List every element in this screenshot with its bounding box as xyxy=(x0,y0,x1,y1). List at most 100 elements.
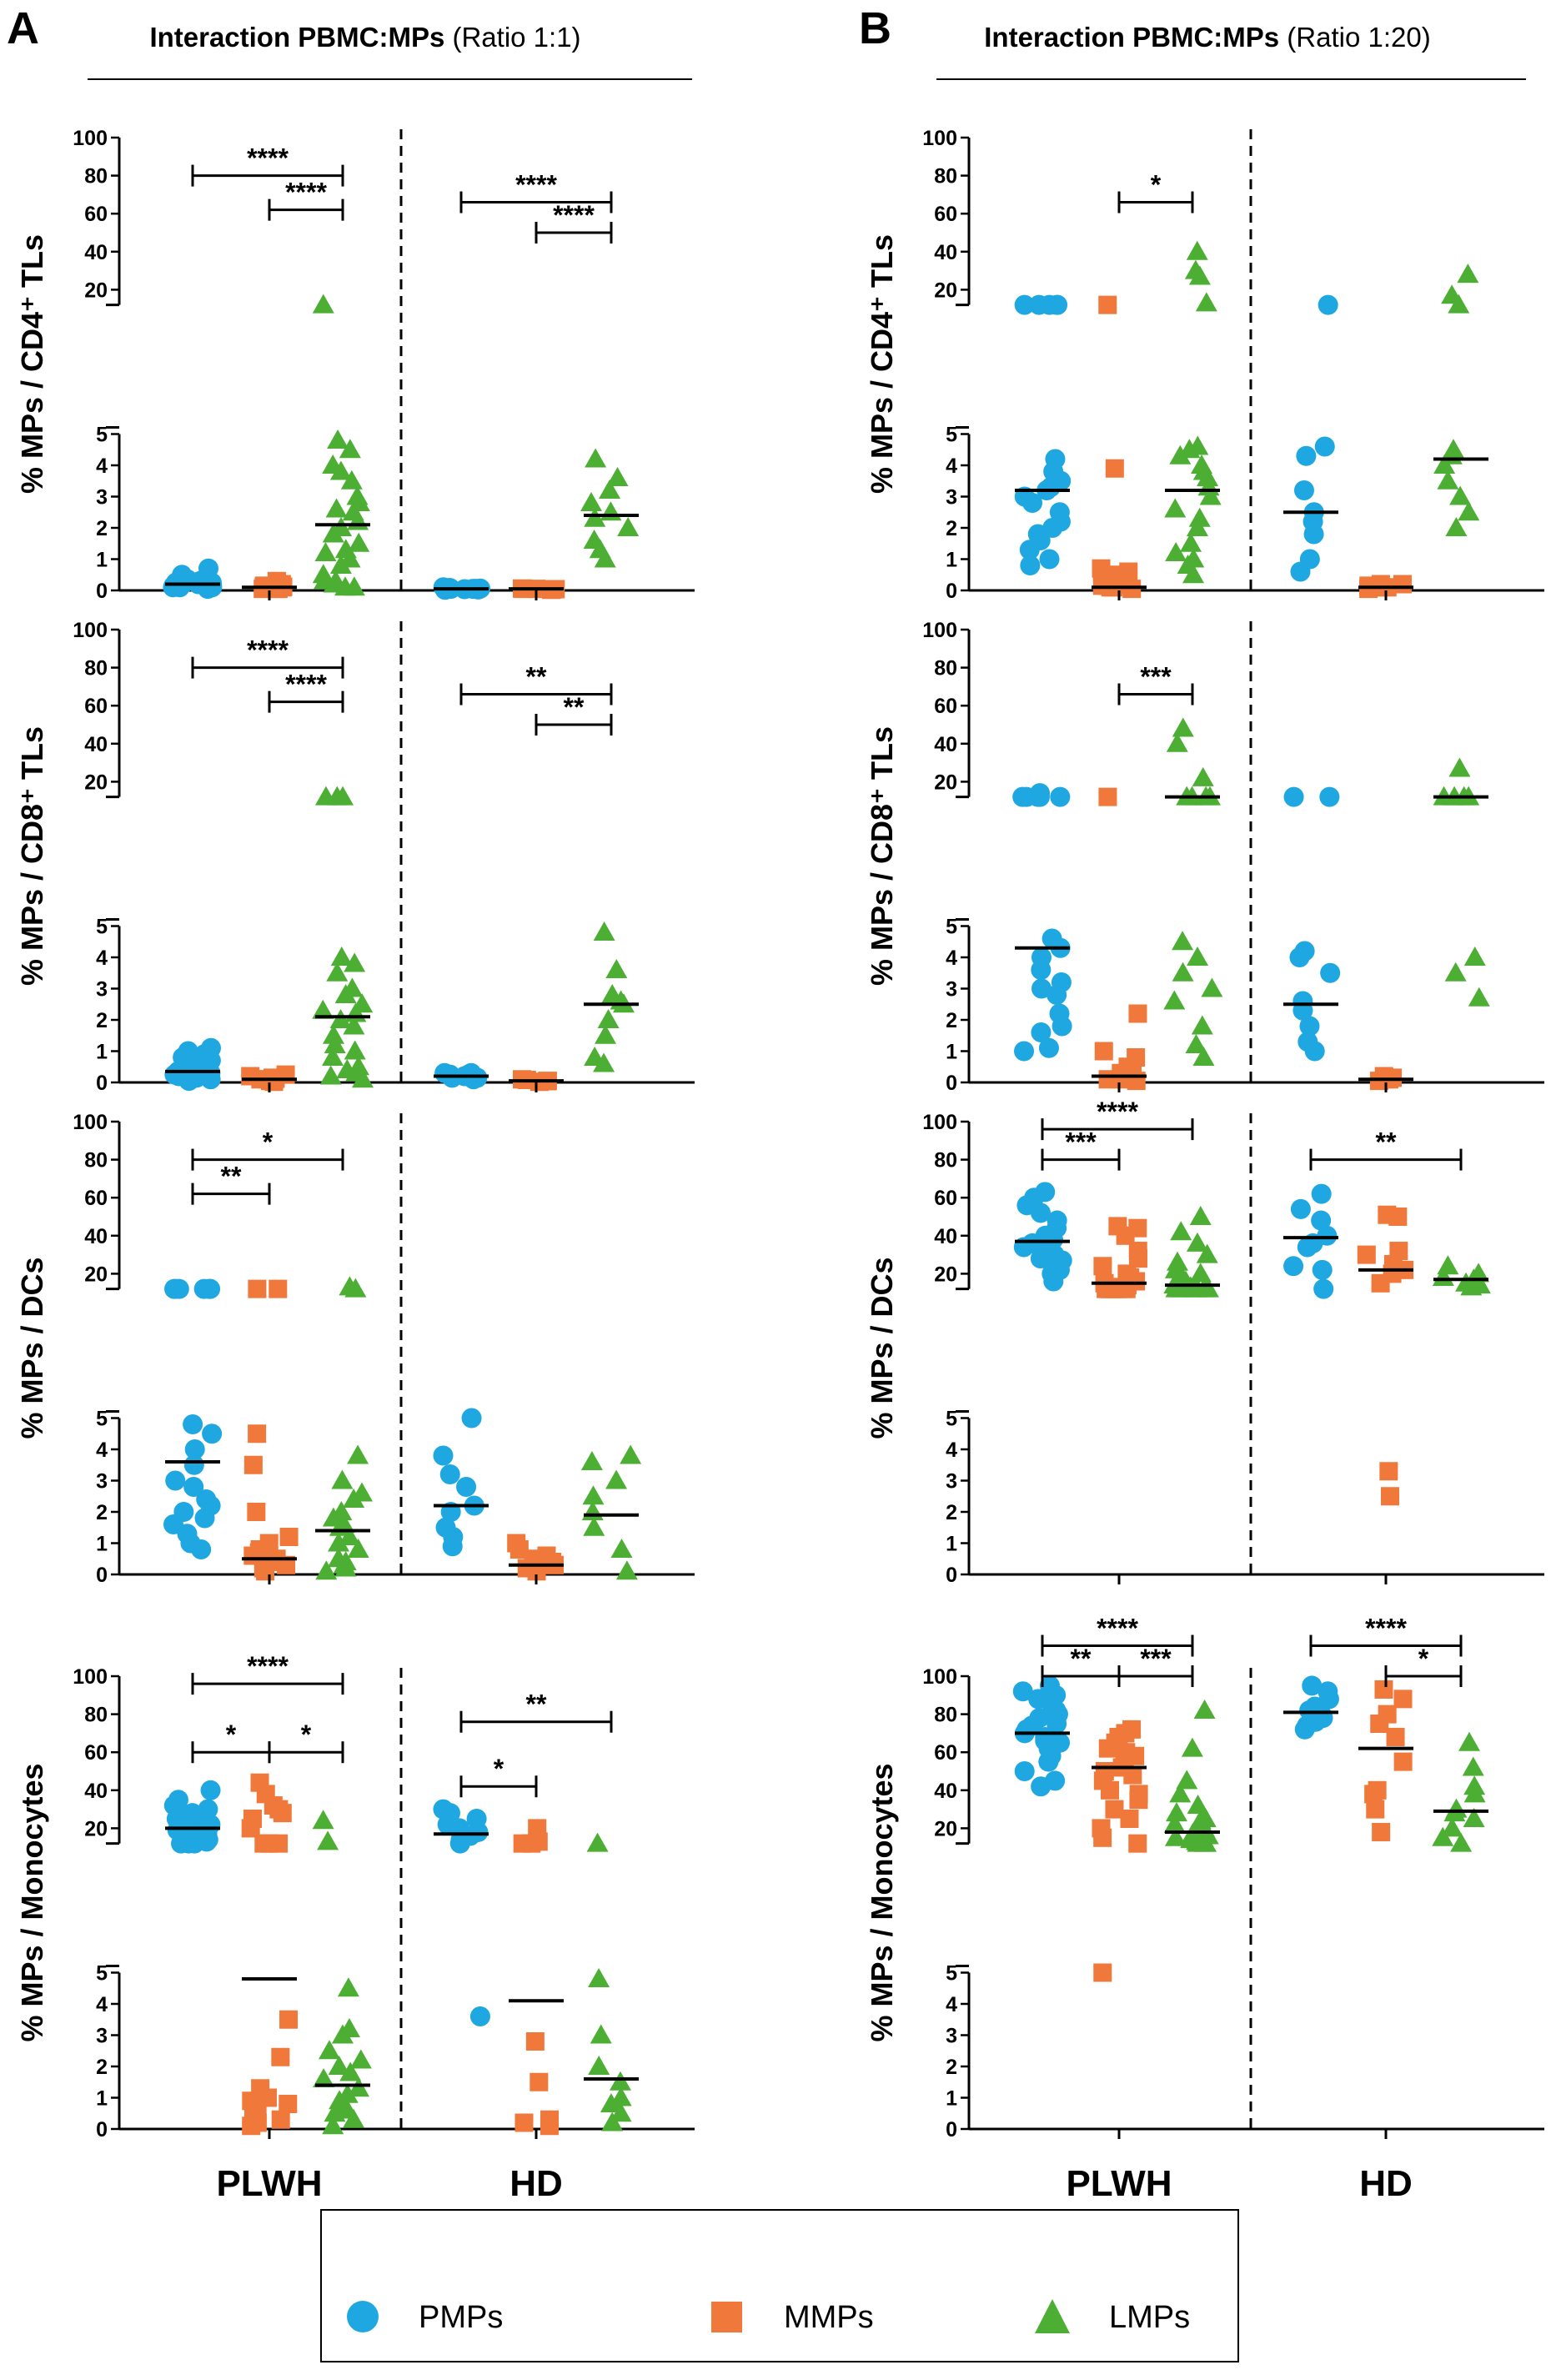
data-point-mmps-plwh xyxy=(271,2047,290,2066)
y-tick-label: 4 xyxy=(946,1993,957,2016)
data-point-mmps-hd xyxy=(528,1819,547,1838)
data-point-lmps-hd xyxy=(605,1469,628,1489)
data-point-mmps-plwh xyxy=(1095,1762,1114,1780)
data-point-mmps-hd xyxy=(1368,1780,1387,1800)
data-point-pmps-hd xyxy=(1283,1256,1304,1277)
y-tick-label: 3 xyxy=(96,1470,108,1494)
data-point-lmps-plwh xyxy=(1184,259,1207,279)
data-point-mmps-plwh xyxy=(1128,1004,1147,1023)
data-point-lmps-plwh xyxy=(1164,1826,1187,1846)
data-point-pmps-plwh xyxy=(173,1502,194,1522)
data-point-pmps-plwh xyxy=(1052,1250,1072,1271)
significance-label: ** xyxy=(564,692,585,722)
data-point-pmps-hd xyxy=(1302,1675,1323,1696)
y-tick-label: 0 xyxy=(96,1564,108,1587)
data-point-lmps-hd xyxy=(595,1024,617,1044)
x-group-label-plwh: PLWH xyxy=(216,2163,322,2204)
data-point-lmps-plwh xyxy=(1172,1278,1194,1298)
data-point-mmps-plwh xyxy=(1093,1963,1112,1982)
chart-b-mps-cd8-tls: 20 40 60 80 100 0 1 2 3 4 5 % MPs / CD8⁺ TLs *** xyxy=(865,619,1544,1095)
data-point-lmps-plwh xyxy=(329,1009,352,1028)
y-tick-label: 60 xyxy=(934,1187,957,1210)
data-point-lmps-hd xyxy=(584,1047,606,1066)
data-point-lmps-plwh xyxy=(337,1977,359,1997)
data-point-pmps-plwh xyxy=(202,1423,223,1444)
data-point-lmps-plwh xyxy=(1166,1251,1188,1271)
data-point-lmps-plwh xyxy=(315,1560,338,1580)
data-point-pmps-plwh xyxy=(1039,1675,1060,1696)
data-point-lmps-hd xyxy=(1443,439,1465,459)
y-tick-label: 80 xyxy=(934,1704,957,1727)
data-point-lmps-plwh xyxy=(312,294,334,314)
data-point-lmps-hd xyxy=(1468,1274,1491,1294)
data-point-pmps-hd xyxy=(1314,436,1335,457)
legend-lmps-marker xyxy=(1035,2299,1070,2333)
data-point-lmps-plwh xyxy=(350,1482,373,1502)
data-point-mmps-hd xyxy=(1379,1462,1398,1481)
data-point-pmps-plwh xyxy=(1039,549,1060,570)
y-tick-label: 0 xyxy=(96,580,108,603)
y-tick-label: 5 xyxy=(946,1408,957,1431)
data-point-pmps-hd xyxy=(1312,1259,1333,1280)
significance-label: * xyxy=(301,1720,312,1750)
data-point-pmps-hd xyxy=(1299,1016,1320,1037)
data-point-lmps-plwh xyxy=(1172,962,1194,982)
data-point-pmps-plwh xyxy=(168,1790,188,1810)
data-point-lmps-plwh xyxy=(1185,1034,1207,1053)
data-point-lmps-plwh xyxy=(330,517,353,536)
data-point-pmps-plwh xyxy=(1051,972,1072,992)
y-tick-label: 80 xyxy=(84,657,108,680)
data-point-pmps-plwh xyxy=(1031,978,1052,999)
data-point-mmps-plwh xyxy=(1128,1218,1147,1238)
data-point-lmps-plwh xyxy=(1169,444,1192,464)
data-point-lmps-plwh xyxy=(1181,1737,1203,1757)
data-point-lmps-plwh xyxy=(330,946,353,966)
y-tick-label: 3 xyxy=(96,978,108,1002)
data-point-mmps-plwh xyxy=(269,1279,288,1298)
data-point-pmps-plwh xyxy=(1047,1210,1067,1231)
data-point-pmps-plwh xyxy=(178,1041,198,1062)
significance-label: **** xyxy=(515,170,557,200)
y-tick-label: 60 xyxy=(84,203,108,226)
data-point-lmps-plwh xyxy=(334,539,357,559)
data-point-lmps-plwh xyxy=(312,999,334,1019)
data-point-lmps-hd xyxy=(584,507,606,527)
y-tick-label: 5 xyxy=(96,1962,108,1986)
data-point-lmps-hd xyxy=(1463,1808,1485,1827)
data-point-lmps-hd xyxy=(1437,469,1459,490)
y-tick-label: 4 xyxy=(946,454,957,478)
data-point-pmps-plwh xyxy=(1050,786,1071,807)
data-point-lmps-hd xyxy=(588,1968,610,1987)
data-point-pmps-plwh xyxy=(1035,1182,1056,1203)
data-point-pmps-hd xyxy=(466,1809,487,1829)
significance-label: * xyxy=(494,1754,504,1784)
data-point-lmps-plwh xyxy=(328,2056,350,2075)
y-tick-label: 4 xyxy=(96,946,108,970)
data-point-lmps-plwh xyxy=(346,485,369,505)
data-point-pmps-hd xyxy=(433,1445,454,1466)
data-point-pmps-plwh xyxy=(198,1830,218,1850)
y-tick-label: 1 xyxy=(96,1533,108,1556)
y-tick-label: 20 xyxy=(934,771,957,794)
data-point-lmps-plwh xyxy=(1187,1795,1209,1815)
significance-label: **** xyxy=(247,1651,289,1681)
data-point-lmps-hd xyxy=(1468,987,1490,1007)
y-tick-label: 80 xyxy=(84,165,108,188)
data-point-lmps-plwh xyxy=(347,2077,369,2097)
data-point-pmps-hd xyxy=(1318,1681,1338,1702)
data-point-lmps-plwh xyxy=(334,2099,356,2119)
data-point-lmps-plwh xyxy=(329,460,352,480)
data-point-lmps-hd xyxy=(600,501,622,521)
y-tick-label: 100 xyxy=(73,1665,108,1689)
y-tick-label: 4 xyxy=(946,946,957,970)
y-tick-label: 20 xyxy=(84,1817,108,1840)
data-point-pmps-plwh xyxy=(1039,294,1060,315)
data-point-lmps-plwh xyxy=(1172,717,1194,737)
data-point-lmps-plwh xyxy=(349,2049,372,2069)
data-point-mmps-hd xyxy=(1378,1205,1397,1224)
data-point-lmps-plwh xyxy=(344,1062,367,1082)
y-tick-label: 100 xyxy=(73,1111,108,1134)
data-point-pmps-hd xyxy=(461,1062,482,1083)
